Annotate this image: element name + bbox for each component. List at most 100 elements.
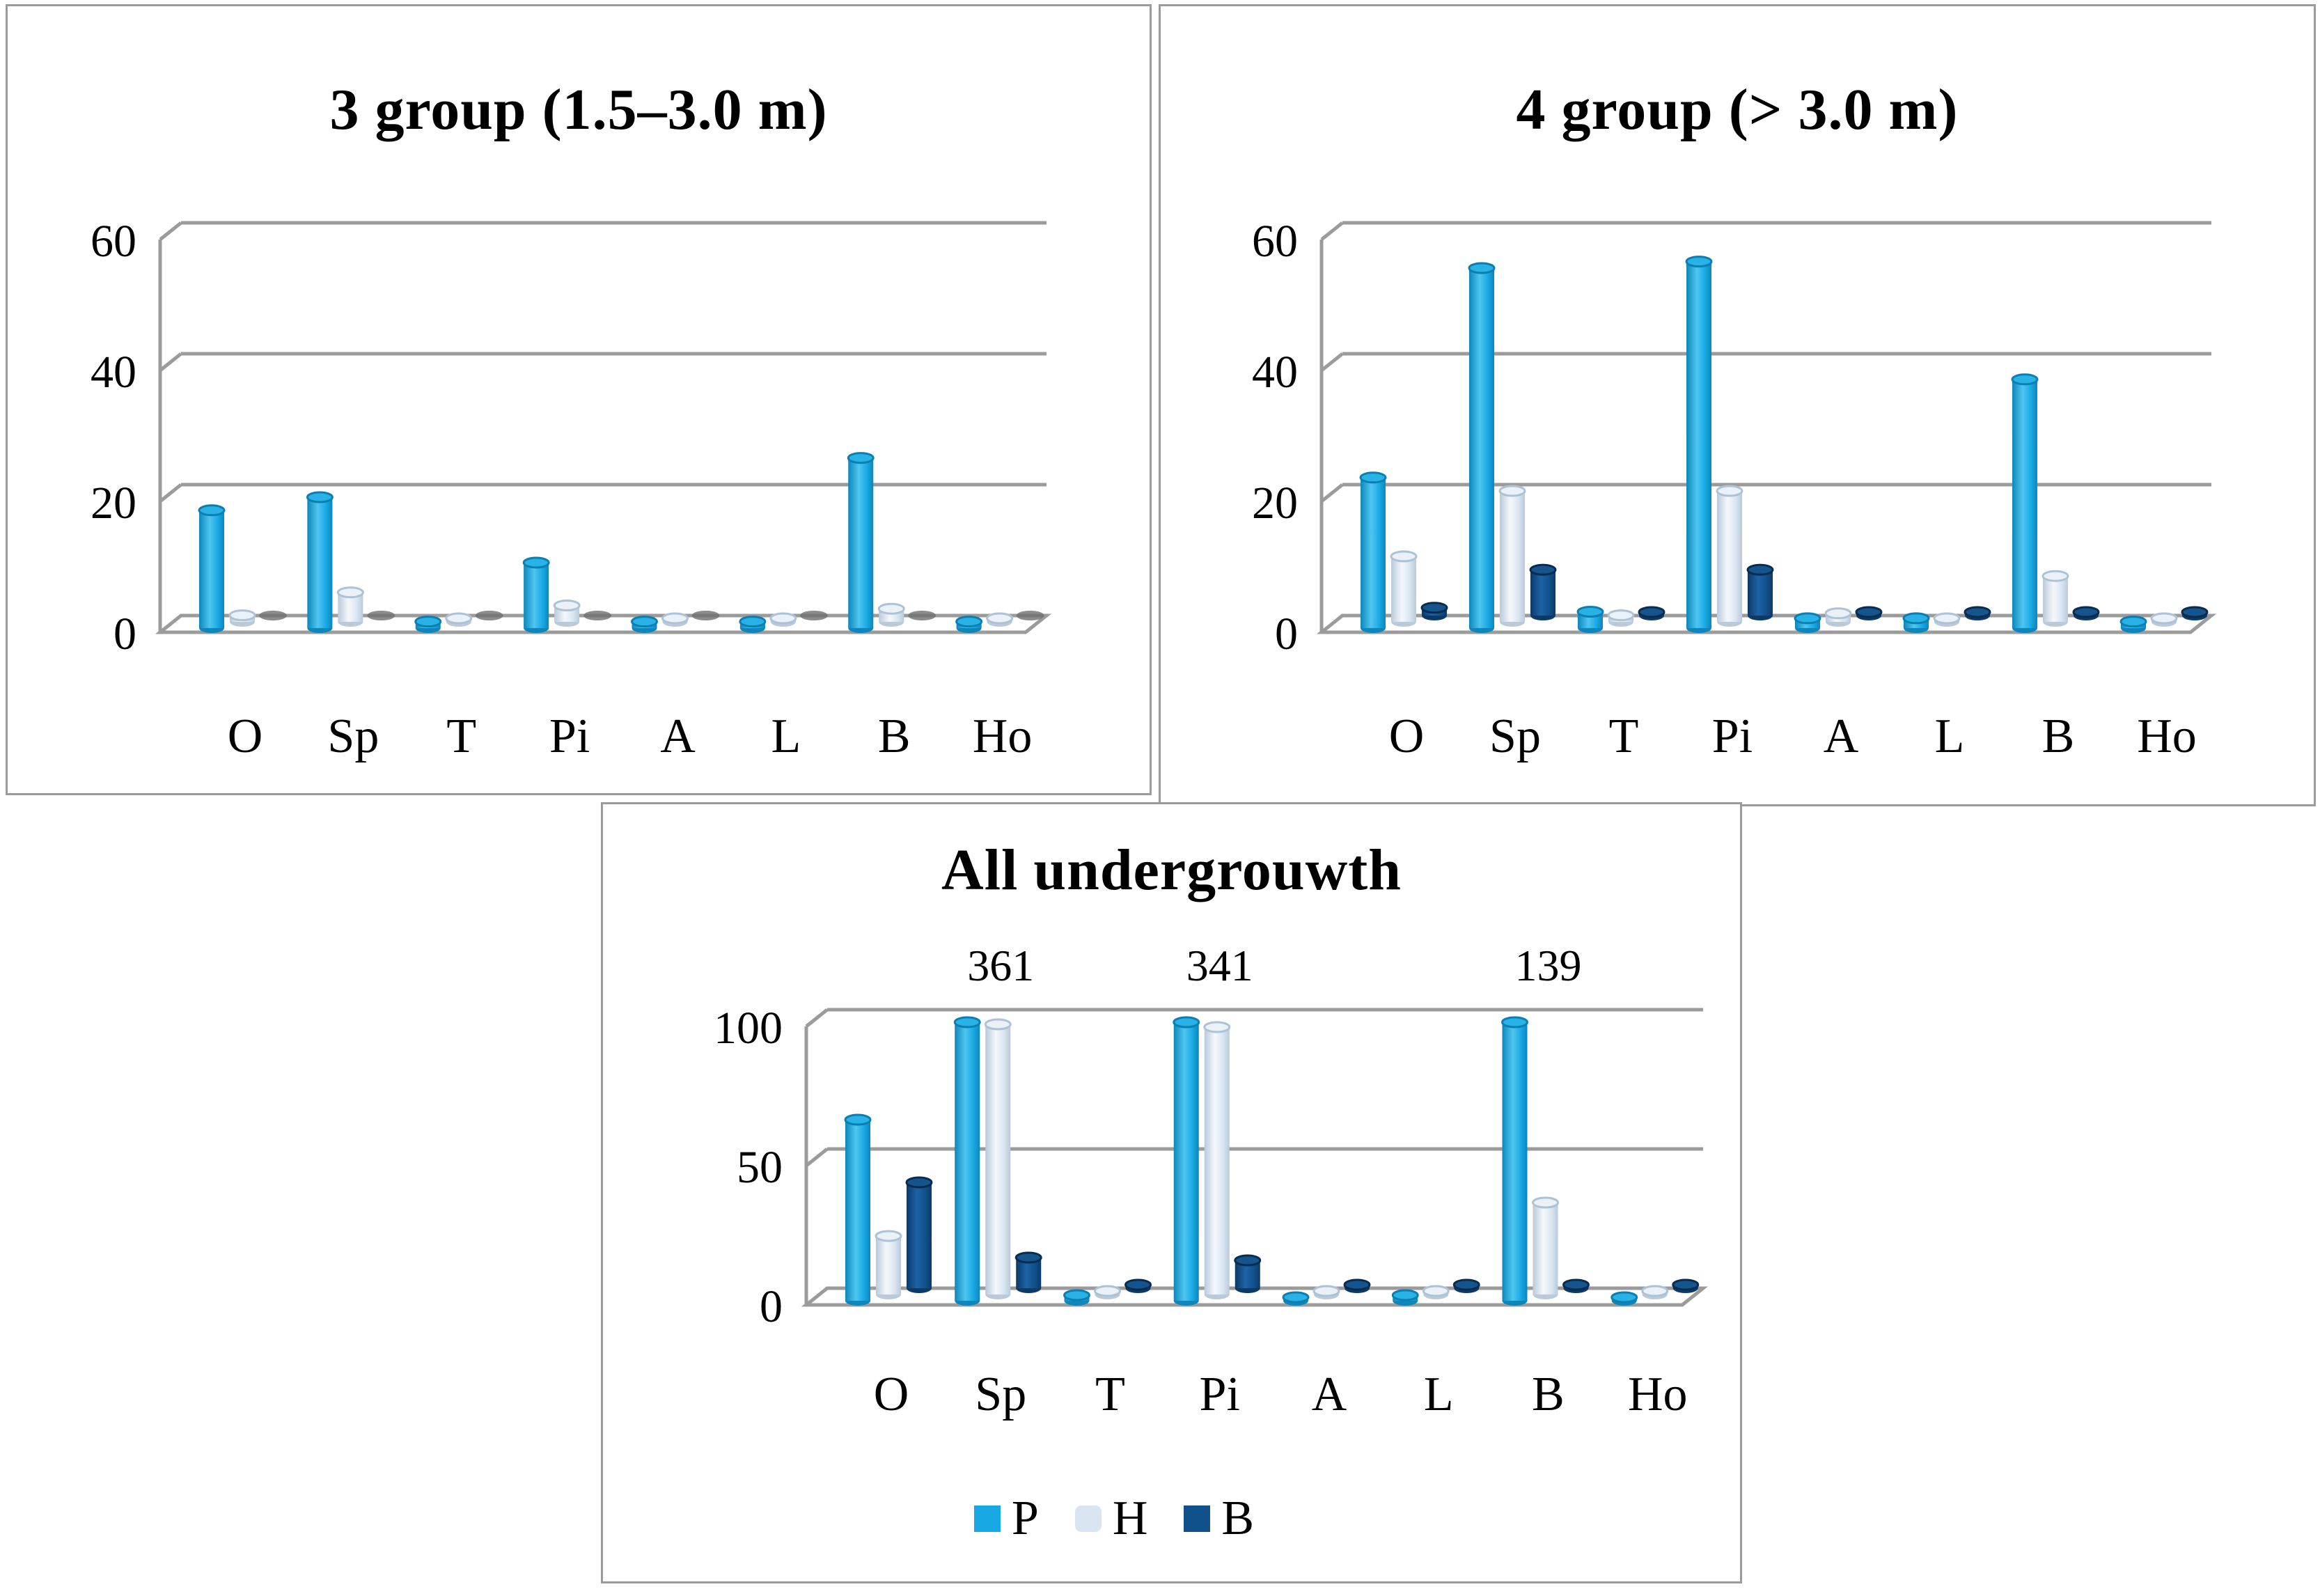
xtick-label-g3-Sp: Sp: [327, 710, 379, 763]
bar-g4-B-Sp-cap: [1529, 563, 1557, 576]
ytick-label-g3-60: 60: [91, 216, 136, 267]
bar-label-all-B: 139: [1515, 941, 1582, 990]
bar-g3-B-Ho-zero: [1016, 611, 1044, 620]
bar-g4-H-O: [1391, 556, 1416, 622]
gridline-connector-g3-60: [159, 221, 182, 241]
bar-g3-P-Sp: [307, 497, 333, 628]
bar-label-all-Sp: 361: [967, 941, 1034, 990]
xtick-label-g4-A: A: [1824, 710, 1859, 763]
bar-g4-P-Sp-cap: [1468, 262, 1496, 274]
bar-all-P-A-cap: [1282, 1291, 1310, 1304]
xtick-label-g4-T: T: [1609, 710, 1639, 763]
bar-all-H-T-cap: [1094, 1285, 1121, 1297]
legend-swatch-b-icon: [1184, 1505, 1211, 1532]
bar-g4-H-L-cap: [1933, 612, 1961, 625]
bar-all-H-O-cap: [875, 1230, 902, 1242]
bar-all-B-Pi-cap: [1234, 1254, 1262, 1267]
bar-g3-B-L-zero: [799, 611, 828, 620]
bar-g3-B-Sp-zero: [367, 611, 395, 620]
xtick-label-g4-Sp: Sp: [1489, 710, 1541, 763]
xtick-label-g4-O: O: [1389, 710, 1425, 763]
legend-label-p: P: [1011, 1492, 1039, 1545]
xtick-label-all-Pi: Pi: [1200, 1368, 1240, 1421]
legend-item-p: P: [973, 1492, 1039, 1545]
bar-g4-P-O-cap: [1359, 471, 1387, 484]
ytick-label-all-100: 100: [714, 1003, 783, 1054]
bar-g4-P-Pi: [1686, 261, 1711, 629]
gridline-connector-g3-20: [159, 483, 182, 503]
panel-4group: [1159, 4, 2316, 806]
bar-g3-B-O-zero: [259, 611, 287, 620]
bar-g4-B-Sp: [1530, 570, 1555, 616]
bar-all-B-Ho-cap: [1672, 1278, 1700, 1291]
ytick-label-all-0: 0: [760, 1281, 783, 1332]
bar-g4-B-O-cap: [1420, 602, 1448, 614]
bar-g4-B-T-cap: [1638, 606, 1665, 618]
bar-g3-H-Sp-cap: [336, 586, 364, 599]
gridline-connector-g4-60: [1320, 221, 1344, 241]
bar-all-H-L-cap: [1422, 1285, 1450, 1297]
gridline-connector-all-50: [805, 1148, 829, 1167]
xtick-label-g4-Pi: Pi: [1712, 710, 1753, 763]
bar-g3-P-O-cap: [198, 504, 226, 517]
bar-g3-H-Ho-cap: [986, 612, 1014, 625]
bar-g4-B-L-cap: [1964, 606, 1991, 618]
xtick-label-g3-Pi: Pi: [549, 710, 590, 763]
bar-g3-P-O: [199, 510, 224, 628]
bar-all-H-O: [876, 1236, 901, 1294]
bar-all-P-Pi-cap: [1173, 1016, 1200, 1028]
xtick-label-all-Sp: Sp: [975, 1368, 1026, 1421]
bar-g3-P-Ho-cap: [955, 616, 983, 628]
bar-all-H-B: [1533, 1203, 1558, 1294]
xtick-label-g3-B: B: [878, 710, 911, 763]
bar-g3-H-T-cap: [445, 612, 473, 625]
bar-g4-H-B: [2043, 576, 2068, 622]
bar-all-B-B-cap: [1562, 1278, 1590, 1291]
xtick-label-g3-L: L: [771, 710, 801, 763]
ytick-label-g4-0: 0: [1275, 609, 1298, 659]
xtick-label-g4-L: L: [1935, 710, 1965, 763]
bar-g3-H-A-cap: [661, 612, 689, 625]
bar-all-P-B-cap: [1501, 1016, 1528, 1028]
bar-all-B-O-cap: [905, 1176, 933, 1189]
xtick-label-all-A: A: [1312, 1368, 1347, 1421]
bar-g4-P-Ho-cap: [2119, 616, 2147, 628]
bar-g4-H-Pi-cap: [1716, 485, 1743, 497]
panel-3group: [6, 4, 1152, 795]
bar-all-P-O-cap: [844, 1113, 872, 1126]
bar-all-B-T-cap: [1124, 1278, 1152, 1291]
bar-g4-H-Sp: [1500, 491, 1525, 622]
bar-all-H-Sp: [985, 1024, 1011, 1294]
bar-all-B-A-cap: [1343, 1278, 1371, 1291]
bar-g3-P-Sp-cap: [306, 491, 334, 503]
bar-g3-P-L-cap: [739, 616, 767, 628]
panel-all-undergrowth: [601, 802, 1742, 1583]
xtick-label-g4-B: B: [2042, 710, 2075, 763]
bar-g4-H-T-cap: [1607, 609, 1635, 622]
xtick-label-all-O: O: [874, 1368, 909, 1421]
gridline-connector-g3-40: [159, 352, 182, 372]
chart-title-all-undergrowth: All undergrouwth: [941, 838, 1402, 902]
chart-title-4group: 4 group (> 3.0 m): [1516, 77, 1959, 142]
ytick-label-all-50: 50: [737, 1142, 783, 1193]
legend: P H B: [606, 1494, 1622, 1543]
xtick-label-g3-Ho: Ho: [973, 710, 1033, 763]
xtick-label-all-T: T: [1095, 1368, 1125, 1421]
xtick-label-all-L: L: [1424, 1368, 1454, 1421]
bar-g4-P-B: [2012, 379, 2037, 628]
bar-g3-H-L-cap: [769, 612, 797, 625]
legend-swatch-h-icon: [1074, 1505, 1102, 1532]
bar-g3-H-Pi-cap: [553, 600, 581, 611]
gridline-connector-all-100: [805, 1008, 829, 1028]
bar-g4-B-Pi: [1748, 570, 1773, 616]
bar-g4-P-L-cap: [1902, 612, 1930, 625]
bar-g4-H-Ho-cap: [2150, 612, 2178, 625]
bar-all-H-Pi: [1204, 1027, 1230, 1294]
legend-label-h: H: [1112, 1492, 1148, 1545]
ytick-label-g3-0: 0: [113, 609, 136, 659]
bar-g3-P-A-cap: [631, 616, 658, 628]
bar-all-P-Sp-cap: [953, 1016, 981, 1028]
gridline-connector-g4-20: [1320, 483, 1344, 503]
bar-g3-B-T-zero: [475, 611, 503, 620]
